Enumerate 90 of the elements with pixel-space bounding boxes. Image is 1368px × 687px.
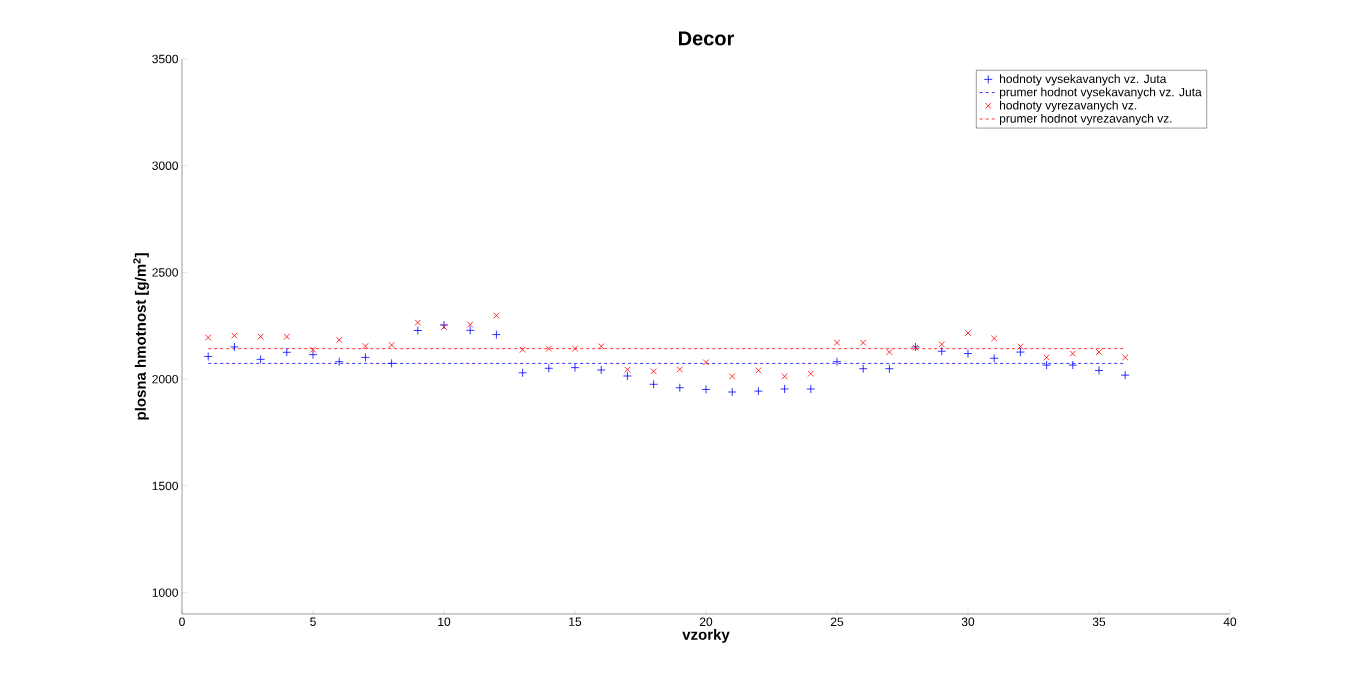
x-tick-label: 40: [1223, 617, 1237, 627]
point: [649, 379, 658, 389]
point: [1120, 370, 1130, 380]
point: [414, 319, 422, 326]
x-tick-label: 30: [961, 617, 975, 627]
point: [361, 353, 370, 362]
point: [728, 373, 736, 380]
point: [675, 383, 685, 393]
x-tick-label: 25: [830, 617, 844, 627]
point: [493, 312, 500, 319]
point: [230, 342, 239, 352]
point: [334, 357, 344, 367]
point: [519, 346, 526, 353]
legend-label: hodnoty vyrezavanych vz.: [1000, 100, 1137, 112]
point: [571, 345, 579, 352]
y-tick-label: 2500: [152, 268, 179, 277]
point: [780, 384, 789, 394]
y-tick-label: 1500: [152, 481, 179, 491]
y-tick-label: 2000: [152, 374, 179, 384]
point: [256, 354, 266, 364]
point: [676, 366, 684, 373]
point: [1069, 350, 1077, 357]
x-tick-label: 35: [1092, 617, 1106, 627]
point: [545, 345, 553, 352]
point: [308, 350, 318, 360]
point: [362, 342, 369, 350]
point: [755, 367, 762, 374]
point: [596, 365, 606, 375]
point: [518, 368, 527, 378]
x-tick-label: 0: [179, 617, 185, 627]
legend-label: hodnoty vysekavanych vz. Juta: [1000, 74, 1167, 86]
point: [989, 353, 999, 363]
point: [1095, 348, 1103, 356]
point: [465, 325, 475, 335]
point: [1043, 354, 1050, 361]
point: [1017, 343, 1024, 350]
point: [859, 339, 867, 346]
point: [937, 346, 947, 356]
point: [466, 321, 474, 328]
point: [1015, 347, 1025, 357]
point: [335, 336, 343, 344]
point: [597, 343, 605, 350]
point: [413, 326, 423, 335]
point: [858, 364, 868, 374]
point: [650, 368, 657, 375]
x-tick-label: 5: [310, 617, 316, 626]
point: [623, 371, 632, 381]
x-tick-label: 15: [569, 617, 582, 626]
legend-label: prumer hodnot vysekavanych vz. Juta: [999, 87, 1202, 99]
point: [1042, 360, 1051, 370]
point: [833, 339, 841, 346]
point: [701, 385, 711, 394]
point: [231, 332, 238, 339]
point: [806, 384, 816, 394]
y-tick-label: 1000: [152, 588, 179, 597]
point: [387, 358, 396, 368]
point: [624, 366, 631, 373]
point: [807, 370, 815, 377]
x-axis-title: vzorky: [682, 628, 730, 643]
point: [282, 347, 292, 357]
point: [781, 373, 788, 380]
point: [257, 333, 264, 340]
point: [884, 364, 894, 374]
x-tick-label: 10: [438, 617, 451, 627]
point: [570, 363, 580, 373]
point: [388, 341, 395, 349]
point: [832, 357, 842, 367]
legend-label: prumer hodnot vyrezavanych vz.: [999, 113, 1172, 126]
point: [702, 359, 710, 366]
point: [964, 329, 972, 337]
point: [727, 387, 737, 397]
point: [963, 349, 973, 358]
x-tick-label: 20: [699, 617, 713, 627]
point: [1094, 366, 1104, 375]
point: [1121, 354, 1129, 361]
point: [203, 352, 213, 361]
y-tick-label: 3500: [152, 54, 179, 64]
y-tick-label: 3000: [152, 161, 179, 170]
point: [309, 346, 317, 353]
point: [753, 386, 763, 396]
point: [886, 348, 893, 356]
point: [990, 335, 998, 342]
chart-title: Decor: [678, 31, 735, 46]
point: [283, 333, 291, 340]
point: [938, 341, 946, 348]
point: [492, 330, 501, 339]
point: [204, 334, 212, 341]
point: [544, 363, 554, 373]
y-axis-title: plosna hmotnost [g/m$^{2}$]: [133, 253, 149, 420]
point: [1068, 360, 1078, 370]
